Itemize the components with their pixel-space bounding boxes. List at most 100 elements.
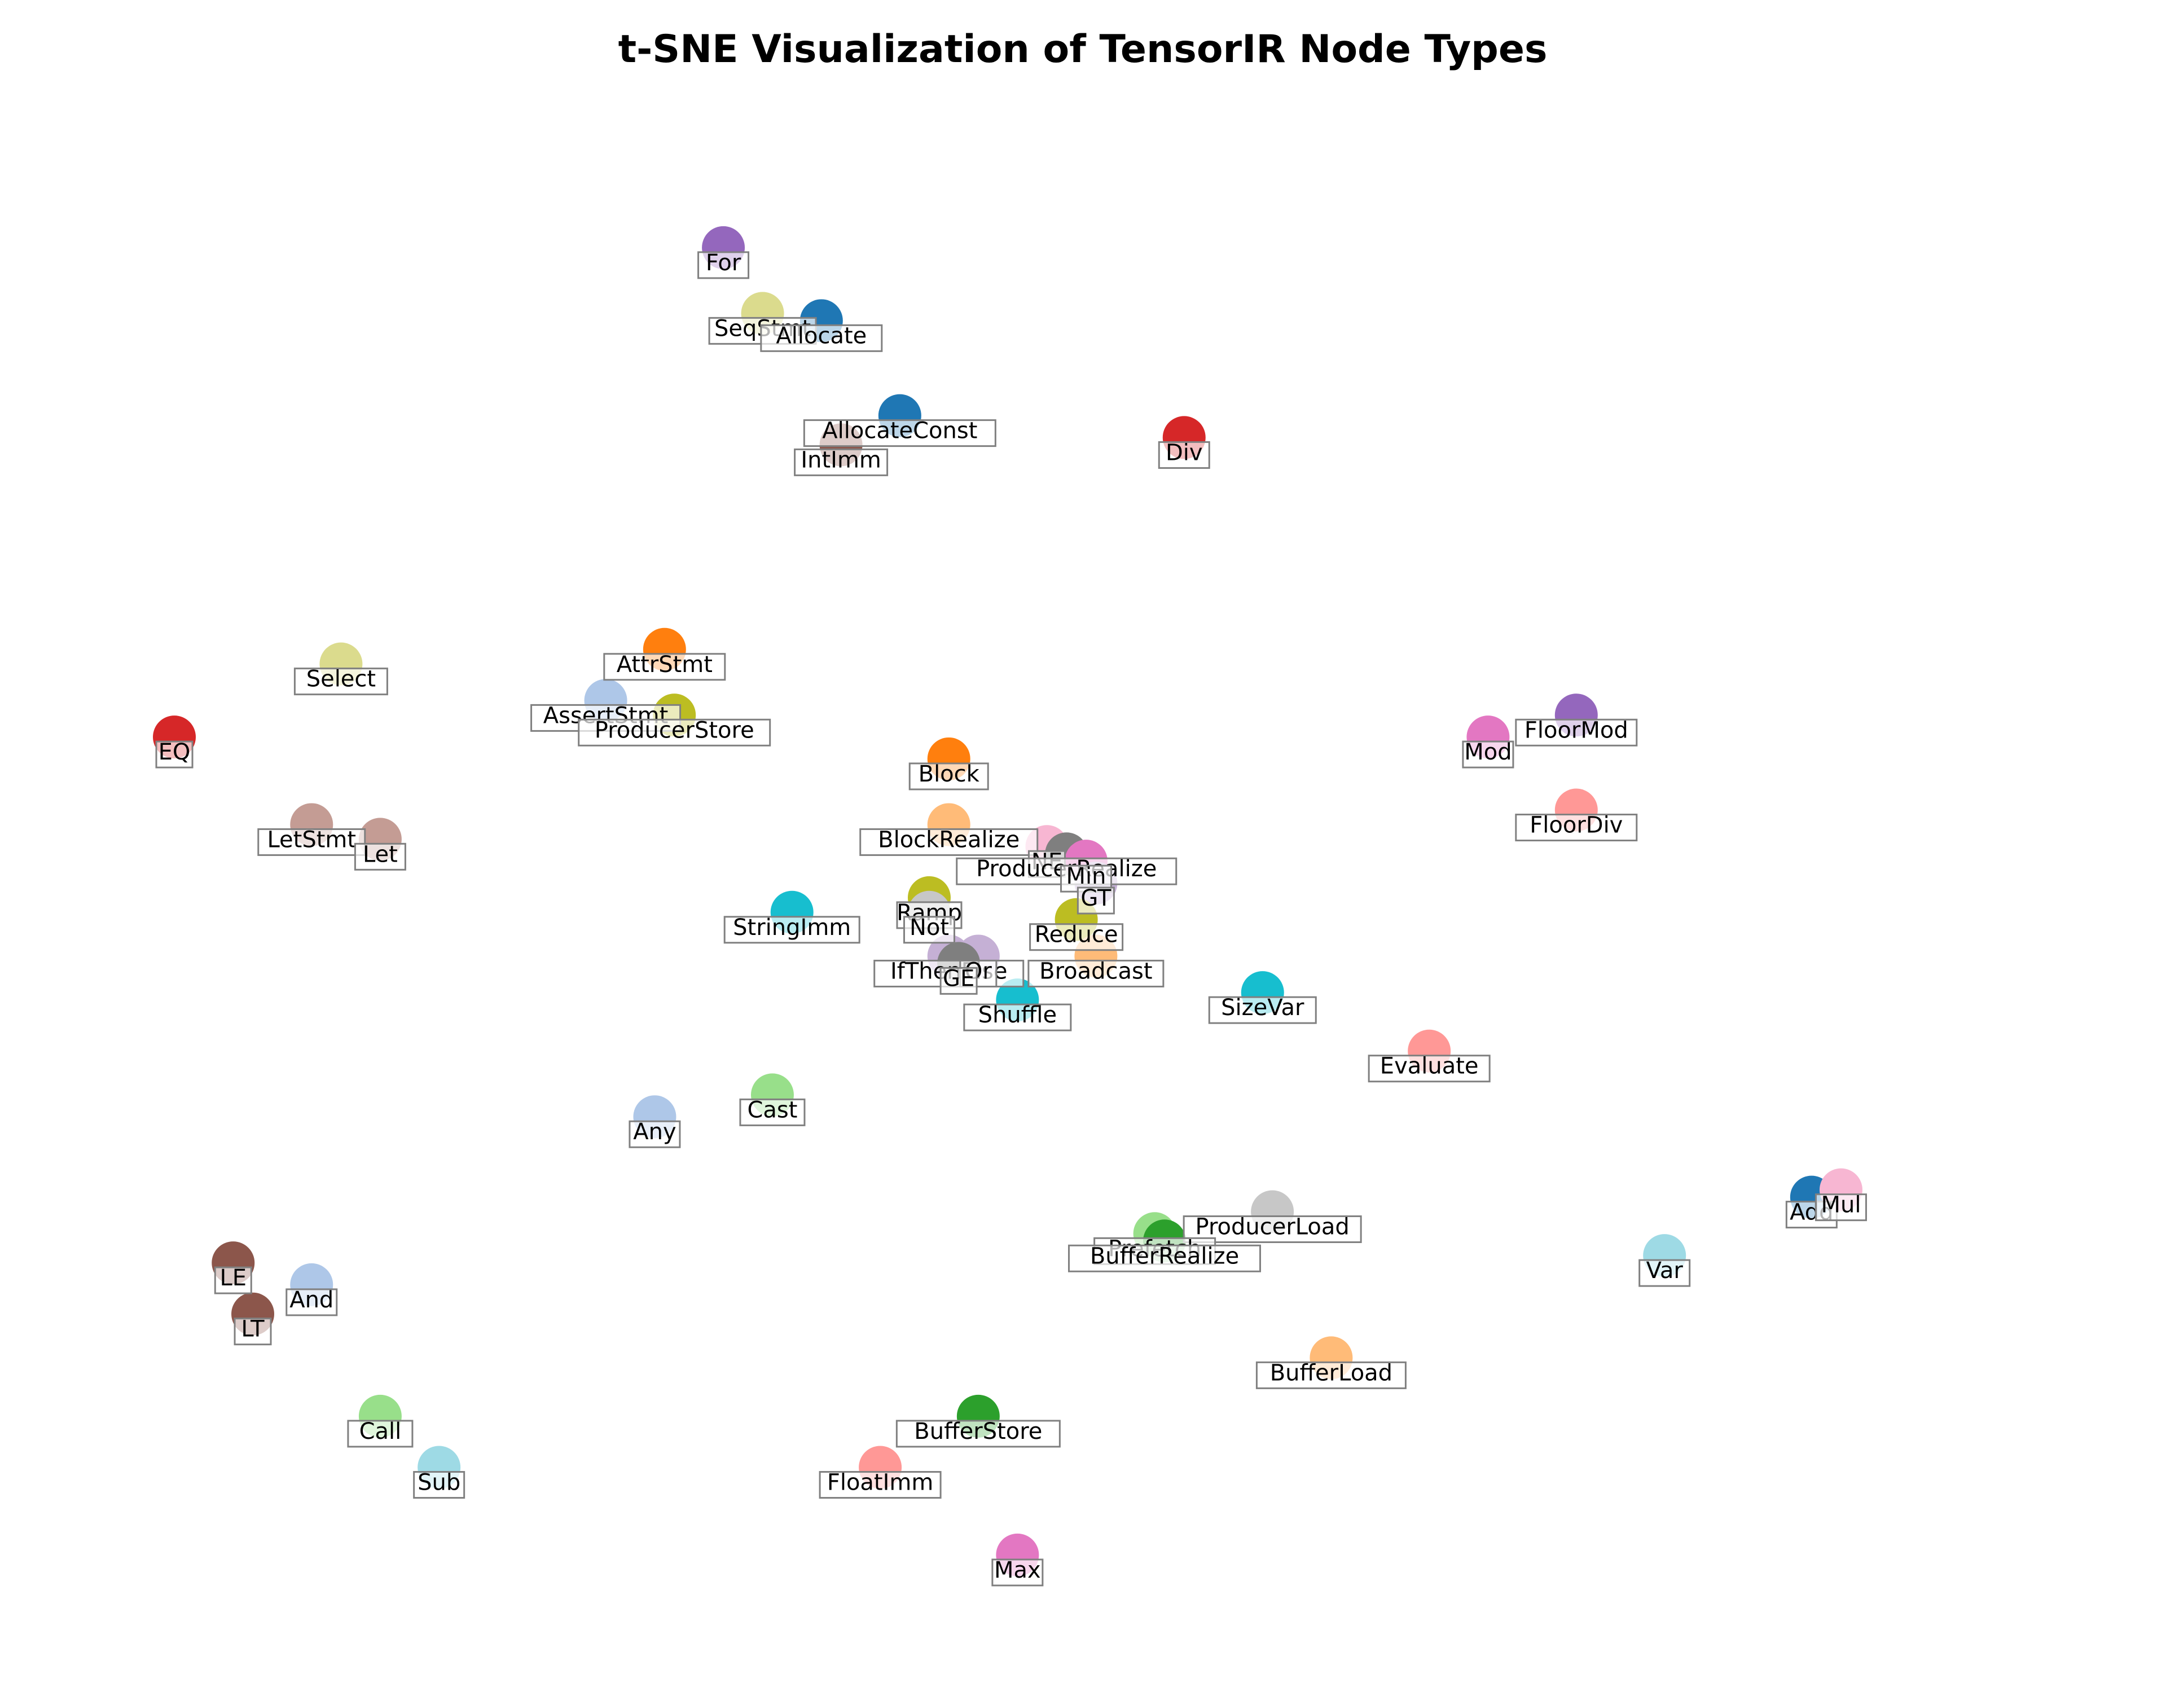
point-label-bufferload: BufferLoad xyxy=(1255,1360,1407,1389)
label-text: Min xyxy=(1066,863,1106,889)
label-box xyxy=(214,1266,252,1294)
label-box xyxy=(1027,959,1165,987)
label-box xyxy=(939,967,978,995)
label-text: LT xyxy=(241,1316,265,1342)
point-label-allocate: Allocate xyxy=(760,323,883,352)
point-label-eq: EQ xyxy=(155,739,194,769)
point-label-floatimm: FloatImm xyxy=(819,1470,942,1499)
label-text: Max xyxy=(994,1557,1041,1583)
label-text: Evaluate xyxy=(1380,1053,1479,1079)
label-box xyxy=(347,1420,414,1448)
label-text: Mul xyxy=(1821,1192,1861,1218)
point-label-mul: Mul xyxy=(1814,1192,1867,1222)
label-box xyxy=(1029,923,1124,951)
label-text: Var xyxy=(1646,1258,1684,1284)
point-label-call: Call xyxy=(347,1419,414,1448)
label-text: IntImm xyxy=(801,447,881,473)
point-label-block: Block xyxy=(908,761,989,791)
label-box xyxy=(723,916,860,944)
label-text: LE xyxy=(219,1265,247,1291)
label-box xyxy=(155,740,194,769)
point-label-reduce: Reduce xyxy=(1029,922,1124,951)
label-text: BufferRealize xyxy=(1090,1243,1239,1269)
point-label-mod: Mod xyxy=(1462,739,1514,769)
label-text: BlockRealize xyxy=(878,827,1020,853)
point-label-floordiv: FloorDiv xyxy=(1515,813,1638,842)
label-box xyxy=(1077,886,1115,915)
point-label-blockrealize: BlockRealize xyxy=(859,827,1039,856)
label-box xyxy=(859,828,1039,856)
label-text: Div xyxy=(1166,440,1203,466)
label-text: FloatImm xyxy=(827,1470,934,1496)
label-text: EQ xyxy=(159,739,191,765)
label-box xyxy=(739,1098,806,1126)
point-label-intimm: IntImm xyxy=(794,447,889,476)
label-box xyxy=(1462,740,1514,769)
label-text: GT xyxy=(1080,885,1111,911)
label-box xyxy=(293,668,388,696)
label-box xyxy=(903,916,955,944)
point-label-not: Not xyxy=(903,915,955,944)
point-label-max: Max xyxy=(991,1557,1044,1587)
label-box xyxy=(760,324,883,352)
point-label-bufferstore: BufferStore xyxy=(895,1419,1061,1448)
label-box xyxy=(895,1420,1061,1448)
label-text: Shuffle xyxy=(978,1002,1057,1028)
label-text: LetStmt xyxy=(267,827,356,853)
point-label-div: Div xyxy=(1158,440,1210,469)
label-text: Select xyxy=(306,666,376,692)
label-text: StringImm xyxy=(733,915,851,941)
label-box xyxy=(1255,1361,1407,1389)
label-box xyxy=(1515,814,1638,842)
label-text: ProducerStore xyxy=(595,717,754,743)
label-box xyxy=(1158,441,1210,469)
label-text: Cast xyxy=(747,1097,797,1123)
label-box xyxy=(1638,1259,1691,1287)
label-text: Let xyxy=(363,841,398,867)
label-text: AllocateConst xyxy=(822,418,977,444)
point-label-lt: LT xyxy=(234,1316,272,1346)
label-box xyxy=(413,1471,465,1499)
label-box xyxy=(578,718,771,747)
point-label-allocateconst: AllocateConst xyxy=(803,418,996,447)
label-text: Broadcast xyxy=(1039,958,1152,984)
label-box xyxy=(819,1471,942,1499)
label-text: Not xyxy=(910,915,949,941)
label-text: And xyxy=(289,1287,333,1313)
point-label-and: And xyxy=(285,1287,338,1316)
point-label-broadcast: Broadcast xyxy=(1027,958,1165,987)
label-text: FloorMod xyxy=(1524,717,1628,743)
label-text: Mod xyxy=(1464,739,1512,765)
label-text: For xyxy=(706,250,741,276)
point-label-min: Min xyxy=(1060,863,1112,893)
label-box xyxy=(603,653,726,681)
label-box xyxy=(285,1288,338,1316)
point-label-bufferrealize: BufferRealize xyxy=(1068,1243,1262,1272)
label-box xyxy=(629,1120,681,1148)
label-box xyxy=(908,762,989,791)
point-label-producerstore: ProducerStore xyxy=(578,717,771,747)
point-label-cast: Cast xyxy=(739,1097,806,1126)
label-box xyxy=(803,419,996,447)
point-label-evaluate: Evaluate xyxy=(1368,1053,1491,1083)
point-label-ge: GE xyxy=(939,965,978,995)
label-box xyxy=(234,1318,272,1346)
label-box xyxy=(963,1003,1072,1031)
label-text: AttrStmt xyxy=(617,652,713,678)
point-label-let: Let xyxy=(354,841,406,871)
label-box xyxy=(1368,1055,1491,1083)
label-box xyxy=(794,448,889,476)
label-text: GE xyxy=(943,965,974,991)
label-text: Block xyxy=(919,761,980,787)
label-box xyxy=(1814,1193,1867,1222)
label-text: Call xyxy=(359,1419,402,1444)
point-label-var: Var xyxy=(1638,1258,1691,1287)
plot-area: ForSeqStmtAllocateAllocateConstIntImmDiv… xyxy=(153,226,1867,1587)
label-text: Any xyxy=(633,1119,676,1145)
label-box xyxy=(1208,996,1317,1024)
label-text: SizeVar xyxy=(1221,995,1304,1021)
point-label-shuffle: Shuffle xyxy=(963,1002,1072,1031)
label-text: Reduce xyxy=(1035,922,1118,948)
label-text: BufferLoad xyxy=(1270,1360,1392,1386)
